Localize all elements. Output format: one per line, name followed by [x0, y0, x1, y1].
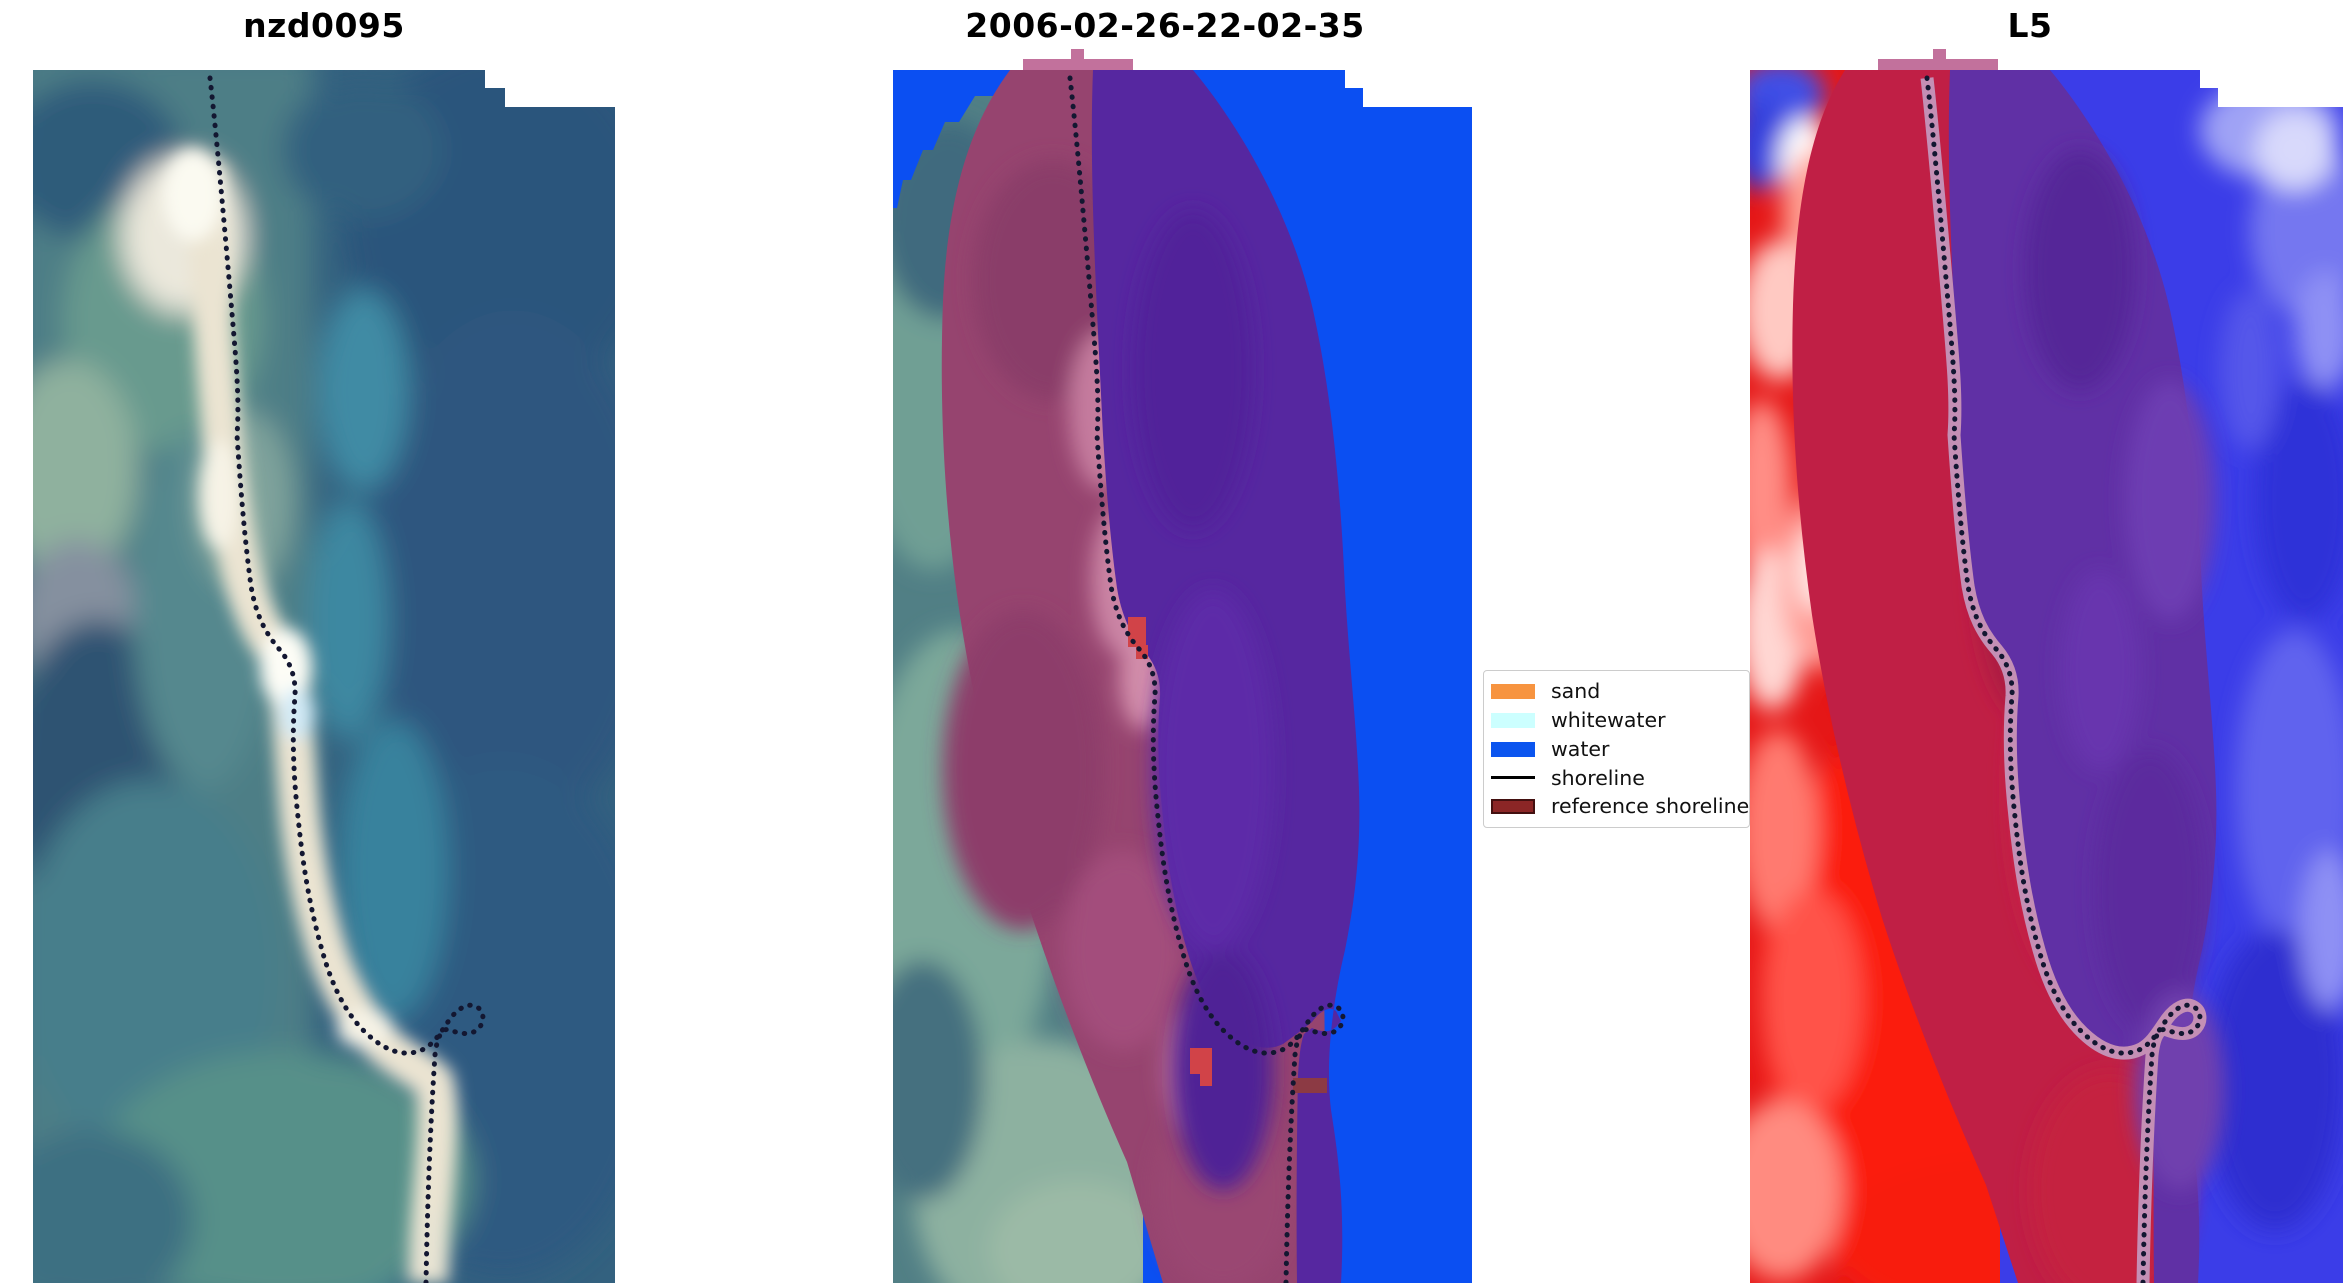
legend: sand whitewater water shoreline referenc… — [1483, 670, 1750, 828]
panel-classified-image — [893, 70, 1472, 1283]
legend-label: water — [1551, 736, 1610, 761]
legend-item-sand: sand — [1491, 678, 1749, 705]
reference-shoreline-bar — [1293, 1078, 1327, 1093]
water-class-corner-wedge — [893, 70, 1015, 208]
misclassified-red-patch — [1200, 1072, 1212, 1086]
sand-color-swatch — [1491, 684, 1535, 699]
panel-title-l5: L5 — [2007, 6, 2053, 45]
l5-shoreline-strip — [1920, 77, 2207, 1283]
water-color-swatch — [1491, 741, 1535, 757]
l5-index-image — [1750, 70, 2343, 1283]
misclassified-red-patch — [1190, 1048, 1212, 1074]
legend-item-water: water — [1491, 736, 1749, 763]
reference-shoreline-tab-bump — [1071, 49, 1084, 60]
reference-shoreline-swatch — [1491, 799, 1535, 814]
legend-item-whitewater: whitewater — [1491, 707, 1749, 734]
panel-l5-index-image — [1750, 70, 2343, 1283]
reference-shoreline-tab — [1878, 59, 1998, 71]
legend-label: shoreline — [1551, 765, 1645, 790]
reference-shoreline-tab-bump — [1933, 49, 1946, 60]
rgb-satellite-image — [33, 70, 615, 1283]
legend-item-reference-shoreline: reference shoreline — [1491, 793, 1749, 820]
panel-rgb-image — [33, 70, 615, 1283]
classified-image — [893, 70, 1472, 1283]
panel-title-rgb: nzd0095 — [243, 6, 405, 45]
reference-shoreline-tab — [1023, 59, 1133, 71]
panel-title-classified: 2006-02-26-22-02-35 — [965, 6, 1365, 45]
legend-item-shoreline: shoreline — [1491, 764, 1749, 791]
legend-label: whitewater — [1551, 708, 1666, 732]
shoreline-line-swatch — [1491, 776, 1535, 780]
legend-label: reference shoreline — [1551, 794, 1750, 819]
whitewater-color-swatch — [1491, 712, 1535, 728]
legend-label: sand — [1551, 679, 1601, 704]
misclassified-red-patch — [1128, 617, 1146, 647]
